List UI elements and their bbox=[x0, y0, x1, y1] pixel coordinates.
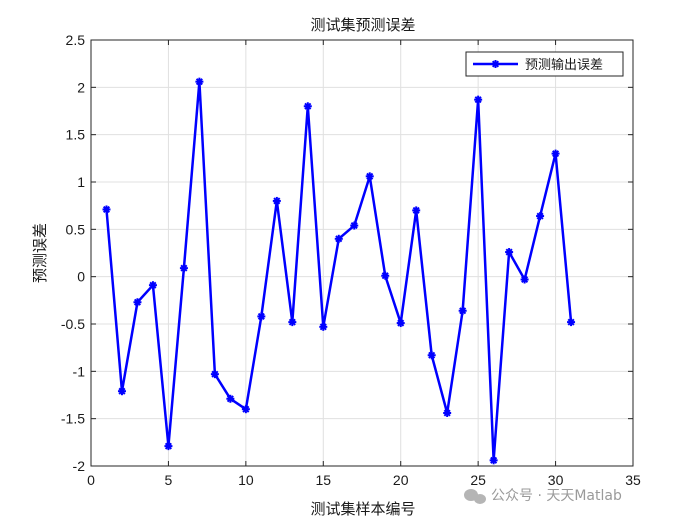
x-axis-label: 测试集样本编号 bbox=[310, 500, 415, 518]
data-point bbox=[520, 275, 529, 284]
data-point bbox=[164, 442, 173, 451]
y-tick-label: -0.5 bbox=[61, 316, 85, 332]
watermark-text: 公众号 · 天天Matlab bbox=[491, 488, 622, 504]
data-point bbox=[241, 405, 250, 414]
plot-layer: 0 5 10 15 20 25 30 35 -2 -1.5 -1 -0.5 0 0.5 1 1.5 2 2.5 bbox=[61, 32, 641, 488]
data-point bbox=[272, 196, 281, 205]
y-tick-label: 1 bbox=[77, 174, 85, 190]
watermark: 公众号 · 天天Matlab bbox=[464, 488, 622, 504]
plot-area bbox=[91, 40, 633, 466]
axes-box bbox=[90, 39, 634, 467]
legend-marker bbox=[491, 60, 500, 68]
x-tick-label: 20 bbox=[393, 472, 409, 488]
data-point bbox=[350, 221, 359, 230]
data-point bbox=[412, 206, 421, 215]
y-axis-label: 预测误差 bbox=[31, 223, 49, 283]
data-point bbox=[319, 322, 328, 331]
y-tick-label: 2.5 bbox=[66, 32, 86, 48]
data-point bbox=[257, 312, 266, 321]
data-point bbox=[443, 408, 452, 417]
legend-entry-label: 预测输出误差 bbox=[525, 57, 603, 73]
legend: 预测输出误差 bbox=[465, 51, 624, 77]
data-point bbox=[334, 234, 343, 243]
y-tick-label: 0.5 bbox=[66, 221, 86, 237]
x-tick-label: 30 bbox=[548, 472, 564, 488]
x-tick-label: 5 bbox=[165, 472, 173, 488]
chart-title: 测试集预测误差 bbox=[310, 16, 415, 34]
data-point bbox=[474, 95, 483, 104]
data-point bbox=[102, 205, 111, 214]
legend-marker-asterisk bbox=[491, 60, 500, 68]
data-point bbox=[148, 281, 157, 290]
data-point bbox=[133, 298, 142, 307]
data-point bbox=[303, 102, 312, 111]
data-point bbox=[396, 319, 405, 328]
y-tick-label: -1.5 bbox=[61, 411, 85, 427]
data-point bbox=[489, 456, 498, 465]
y-tick-label: 1.5 bbox=[66, 127, 86, 143]
data-point bbox=[427, 351, 436, 360]
data-point bbox=[210, 370, 219, 379]
x-tick-label: 0 bbox=[87, 472, 95, 488]
x-tick-label: 10 bbox=[238, 472, 254, 488]
data-point bbox=[195, 77, 204, 86]
data-point bbox=[179, 264, 188, 273]
x-tick-label: 25 bbox=[470, 472, 486, 488]
y-tick-label: -1 bbox=[73, 363, 86, 379]
x-tick-label: 15 bbox=[315, 472, 331, 488]
data-point bbox=[365, 172, 374, 181]
y-tick-label: 2 bbox=[77, 79, 85, 95]
wechat-icon bbox=[464, 489, 486, 504]
data-point bbox=[288, 318, 297, 327]
data-point bbox=[505, 248, 514, 257]
x-tick-label: 35 bbox=[625, 472, 641, 488]
data-point bbox=[536, 212, 545, 221]
data-point bbox=[551, 149, 560, 158]
data-point bbox=[226, 394, 235, 403]
y-tick-label: 0 bbox=[77, 269, 85, 285]
legend-box bbox=[465, 51, 624, 77]
y-tick-label: -2 bbox=[73, 458, 86, 474]
data-point bbox=[381, 271, 390, 280]
data-point bbox=[117, 387, 126, 396]
data-point bbox=[458, 306, 467, 315]
data-point bbox=[567, 318, 576, 327]
